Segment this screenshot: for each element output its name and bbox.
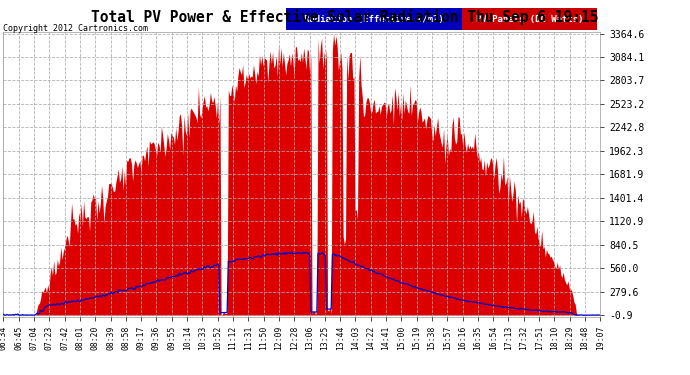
Text: PV Panels (DC Watts): PV Panels (DC Watts) bbox=[476, 15, 583, 24]
Text: Radiation (Effective w/m2): Radiation (Effective w/m2) bbox=[304, 15, 444, 24]
Text: Copyright 2012 Cartronics.com: Copyright 2012 Cartronics.com bbox=[3, 24, 148, 33]
Text: Total PV Power & Effective Solar Radiation Thu Sep 6 19:15: Total PV Power & Effective Solar Radiati… bbox=[91, 9, 599, 26]
